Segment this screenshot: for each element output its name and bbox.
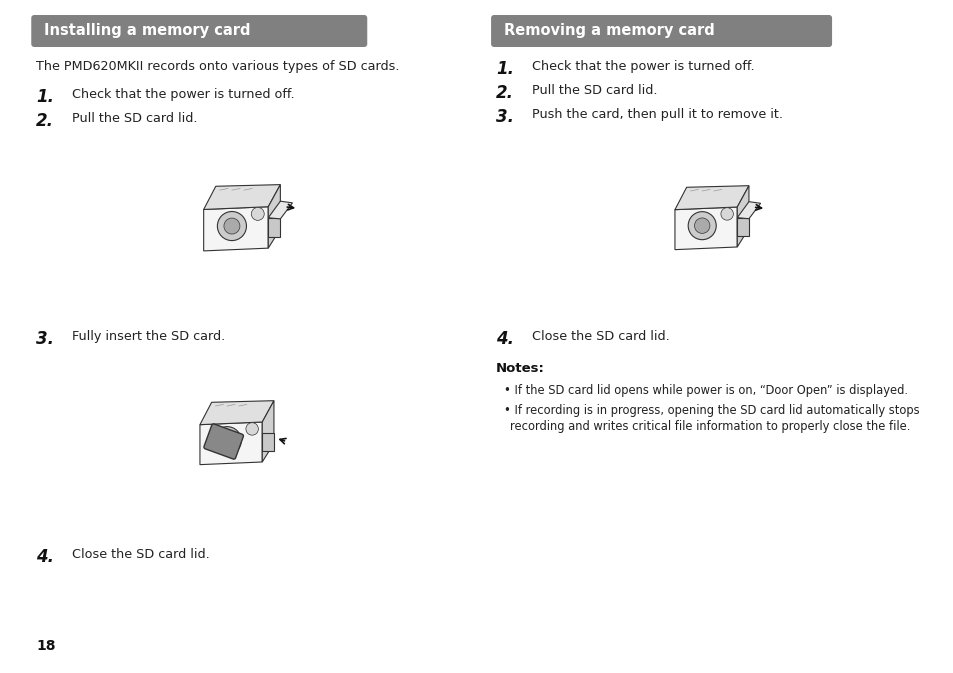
Circle shape <box>720 208 733 220</box>
Text: Close the SD card lid.: Close the SD card lid. <box>72 548 210 561</box>
Text: 1.: 1. <box>496 60 514 78</box>
Polygon shape <box>268 184 280 248</box>
Polygon shape <box>268 201 293 219</box>
Circle shape <box>217 211 246 240</box>
Text: Pull the SD card lid.: Pull the SD card lid. <box>72 112 197 125</box>
Text: Close the SD card lid.: Close the SD card lid. <box>532 330 669 343</box>
Text: Removing a memory card: Removing a memory card <box>503 24 714 38</box>
Polygon shape <box>203 184 280 209</box>
FancyBboxPatch shape <box>262 433 274 452</box>
Text: 3.: 3. <box>496 108 514 126</box>
Text: 4.: 4. <box>496 330 514 348</box>
Polygon shape <box>200 400 274 425</box>
FancyBboxPatch shape <box>737 217 748 236</box>
Text: Notes:: Notes: <box>496 362 544 375</box>
Text: recording and writes critical file information to properly close the file.: recording and writes critical file infor… <box>510 420 909 433</box>
Polygon shape <box>737 186 748 247</box>
Text: Fully insert the SD card.: Fully insert the SD card. <box>72 330 225 343</box>
Polygon shape <box>203 207 268 251</box>
Circle shape <box>687 211 716 240</box>
Text: Pull the SD card lid.: Pull the SD card lid. <box>532 84 657 97</box>
Polygon shape <box>200 422 262 464</box>
FancyBboxPatch shape <box>204 424 243 459</box>
Text: SD: SD <box>293 448 307 460</box>
Circle shape <box>251 207 264 220</box>
Polygon shape <box>674 207 737 250</box>
Text: • If recording is in progress, opening the SD card lid automatically stops: • If recording is in progress, opening t… <box>503 404 919 417</box>
Circle shape <box>219 433 234 448</box>
Circle shape <box>246 423 258 435</box>
FancyBboxPatch shape <box>268 218 280 237</box>
Text: 3.: 3. <box>36 330 54 348</box>
Polygon shape <box>674 186 748 210</box>
Text: Check that the power is turned off.: Check that the power is turned off. <box>532 60 754 73</box>
Text: 4.: 4. <box>36 548 54 566</box>
Polygon shape <box>262 400 274 462</box>
Circle shape <box>224 218 239 234</box>
Text: The PMD620MKII records onto various types of SD cards.: The PMD620MKII records onto various type… <box>36 60 399 73</box>
Text: 2.: 2. <box>496 84 514 102</box>
Text: Check that the power is turned off.: Check that the power is turned off. <box>72 88 294 101</box>
Circle shape <box>213 427 241 455</box>
Text: 2.: 2. <box>36 112 54 130</box>
Circle shape <box>694 218 709 234</box>
Text: 18: 18 <box>36 639 55 653</box>
Polygon shape <box>737 202 760 219</box>
FancyBboxPatch shape <box>31 15 367 47</box>
Text: • If the SD card lid opens while power is on, “Door Open” is displayed.: • If the SD card lid opens while power i… <box>503 384 907 397</box>
FancyBboxPatch shape <box>491 15 831 47</box>
Text: Push the card, then pull it to remove it.: Push the card, then pull it to remove it… <box>532 108 782 121</box>
Text: Installing a memory card: Installing a memory card <box>44 24 251 38</box>
Text: 1.: 1. <box>36 88 54 106</box>
